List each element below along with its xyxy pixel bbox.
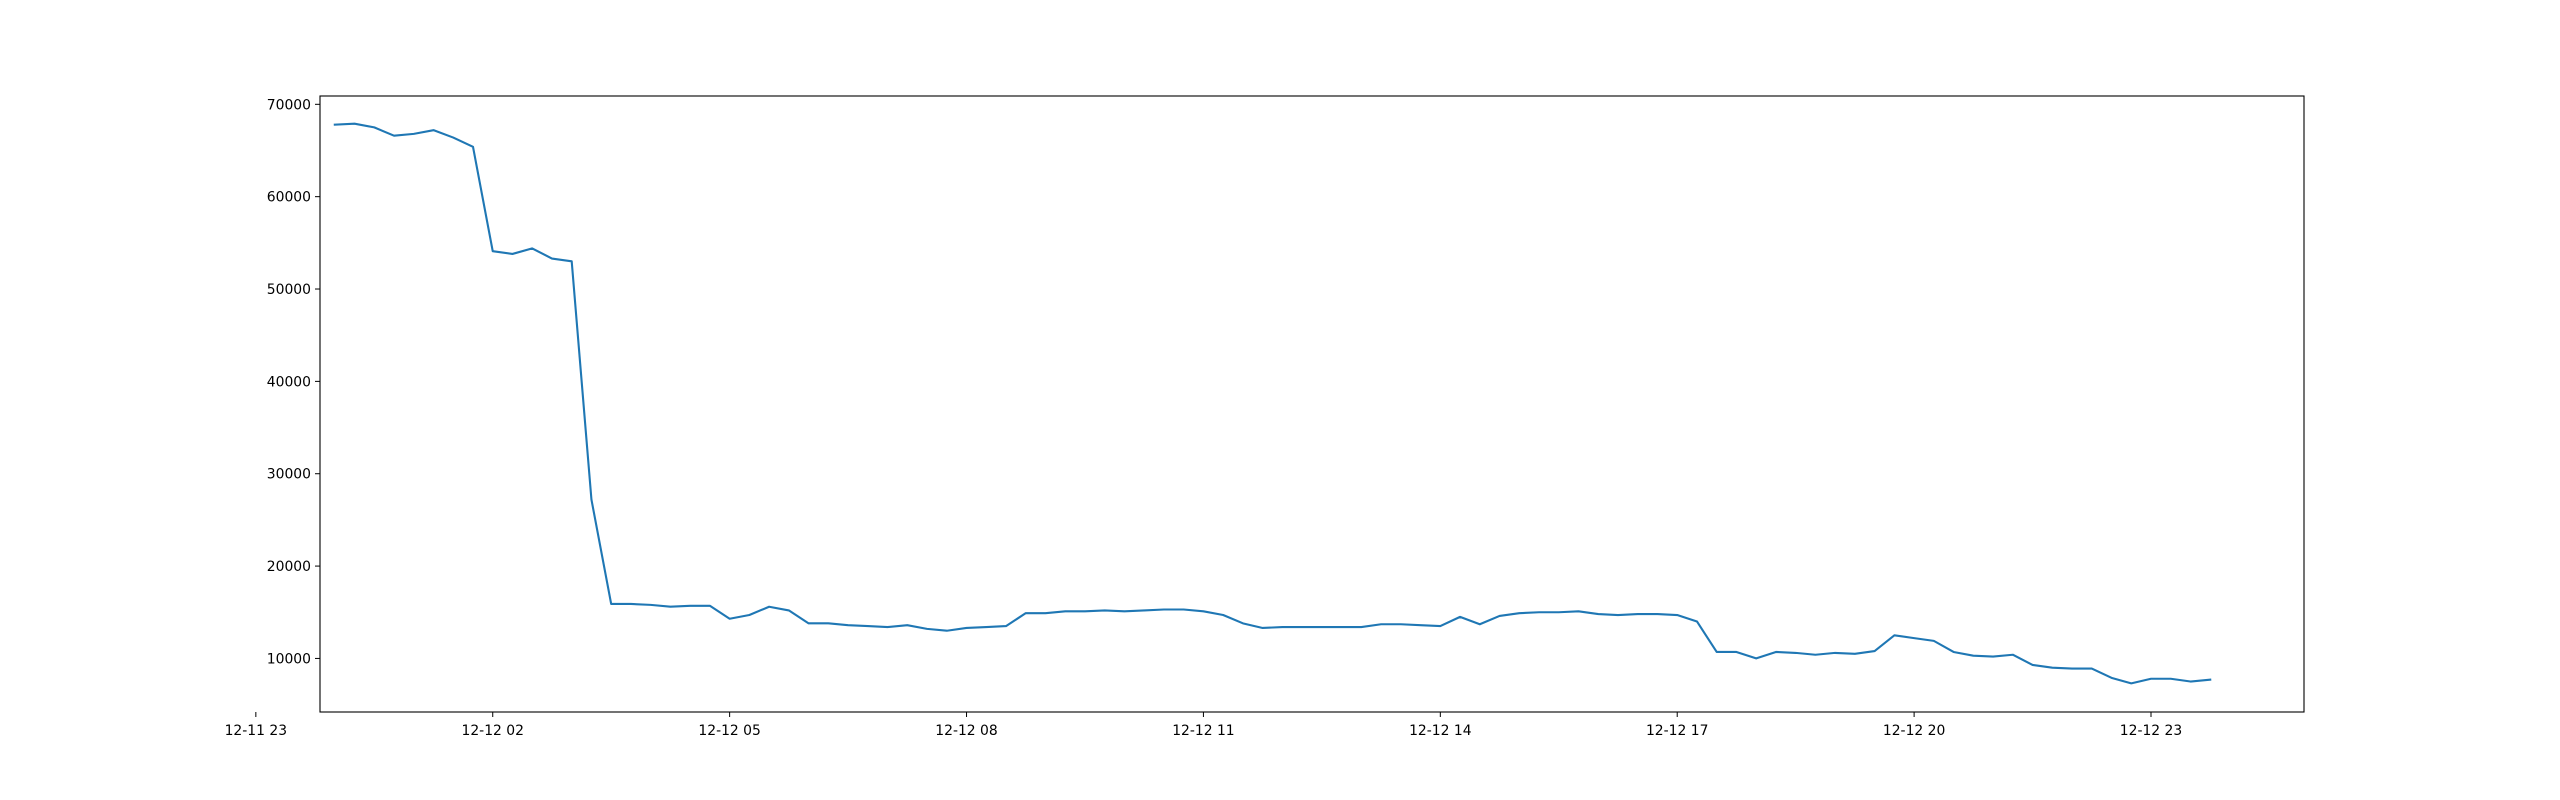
x-tick-label: 12-12 11 xyxy=(1172,723,1234,739)
y-tick-label: 40000 xyxy=(267,374,311,390)
x-tick-label: 12-12 23 xyxy=(2120,723,2182,739)
y-tick-label: 20000 xyxy=(267,559,311,575)
x-tick-label: 12-12 05 xyxy=(698,723,760,739)
plot-frame xyxy=(319,95,2305,713)
x-tick-label: 12-12 02 xyxy=(462,723,524,739)
data-line xyxy=(333,122,2212,685)
x-tick-label: 12-11 23 xyxy=(225,723,287,739)
y-tick-label: 10000 xyxy=(267,651,311,667)
y-tick-label: 30000 xyxy=(267,467,311,483)
y-tick-label: 70000 xyxy=(267,97,311,113)
x-tick-label: 12-12 17 xyxy=(1646,723,1708,739)
y-tick-label: 50000 xyxy=(267,282,311,298)
x-tick-label: 12-12 14 xyxy=(1409,723,1472,739)
x-tick-label: 12-12 08 xyxy=(935,723,997,739)
y-tick-label: 60000 xyxy=(267,190,311,206)
x-tick-label: 12-12 20 xyxy=(1883,723,1945,739)
